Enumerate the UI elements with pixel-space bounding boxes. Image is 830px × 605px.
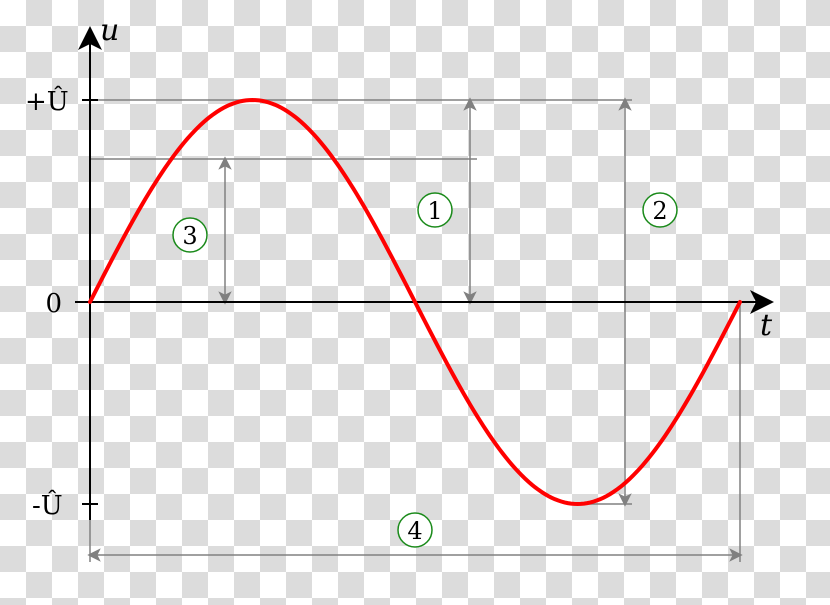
annotation-2: 2 [643,193,677,227]
y-tick-top-label: +Û [25,85,69,117]
svg-text:1: 1 [427,197,442,225]
y-tick-bottom-label: -Û [32,489,63,521]
y-axis-label: u [100,13,119,48]
annotation-4: 4 [398,513,432,547]
annotation-1: 1 [418,193,452,227]
origin-label: 0 [45,289,62,319]
annotation-3: 3 [173,218,207,252]
svg-text:3: 3 [182,222,197,250]
x-axis-label: t [760,308,773,343]
svg-text:2: 2 [652,197,667,225]
svg-text:4: 4 [407,517,422,545]
sine-diagram: u t 0 +Û -Û 1 2 3 4 [0,0,830,605]
